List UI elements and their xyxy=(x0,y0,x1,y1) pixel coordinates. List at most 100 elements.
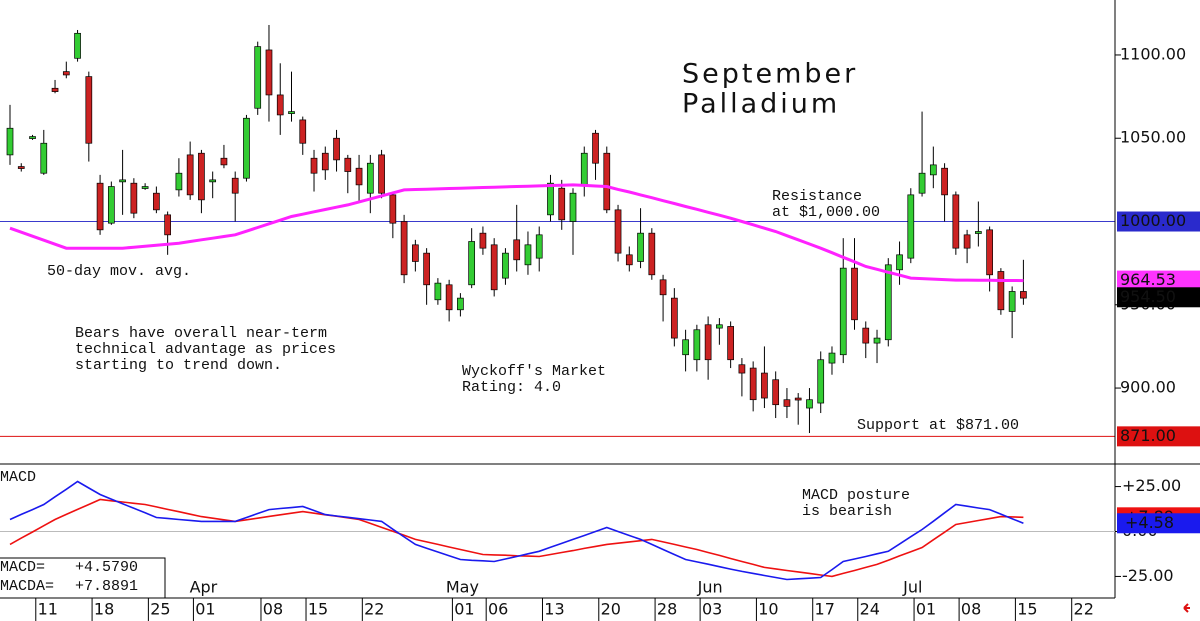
candle-body xyxy=(502,252,509,279)
candle-body xyxy=(929,164,937,176)
annotation: is bearish xyxy=(802,503,892,520)
candle-body xyxy=(490,244,498,291)
readout-label: MACDA= xyxy=(0,578,54,595)
x-tick-label: 15 xyxy=(1017,600,1037,619)
x-tick-label: 06 xyxy=(488,600,508,619)
candle-body xyxy=(389,194,397,224)
candle-body xyxy=(130,182,138,214)
candle-body xyxy=(986,229,993,276)
macd-box xyxy=(1117,513,1200,534)
candle-body xyxy=(85,76,93,144)
candle-body xyxy=(164,214,171,236)
annotation: starting to trend down. xyxy=(75,357,282,374)
readout-value: +7.8891 xyxy=(75,578,138,595)
candle-body xyxy=(648,232,656,276)
candle-body xyxy=(355,167,363,186)
candle-body xyxy=(468,241,476,286)
candle-body xyxy=(603,152,611,211)
candle-body xyxy=(716,324,723,329)
candle-body xyxy=(828,352,836,364)
candle-body xyxy=(153,192,160,211)
candle-body xyxy=(670,297,678,339)
candle-body xyxy=(975,231,982,234)
macd-box-label: +4.58 xyxy=(1125,513,1174,532)
candle-body xyxy=(423,252,430,286)
candle-body xyxy=(479,232,487,249)
price-box-label: 954.50 xyxy=(1120,287,1176,306)
candle-body xyxy=(74,32,81,59)
candle-body xyxy=(40,142,48,174)
x-tick-label: 03 xyxy=(702,600,722,619)
x-tick-label: 10 xyxy=(758,600,778,619)
candle-body xyxy=(29,136,36,139)
x-tick-label: 24 xyxy=(860,600,880,619)
annotation: MACD posture xyxy=(802,487,910,504)
price-box-label: 1000.00 xyxy=(1120,211,1186,230)
annotation: Rating: 4.0 xyxy=(462,379,561,396)
candle-body xyxy=(220,157,228,166)
candle-body xyxy=(693,329,701,361)
candle-body xyxy=(806,399,813,409)
candle-body xyxy=(434,282,442,301)
x-tick-label: 18 xyxy=(94,600,114,619)
x-tick-label: 28 xyxy=(657,600,677,619)
candle-body xyxy=(1020,291,1027,299)
candle-body xyxy=(310,157,318,174)
month-label: May xyxy=(446,578,479,597)
candle-body xyxy=(344,157,352,172)
candle-body xyxy=(119,179,126,183)
candle-body xyxy=(62,71,70,76)
candle-body xyxy=(817,359,825,404)
candle-body xyxy=(794,397,802,401)
candle-body xyxy=(907,194,915,259)
candle-body xyxy=(918,172,926,194)
month-label: Jul xyxy=(902,578,922,597)
candle-body xyxy=(299,119,307,144)
price-box-label: 964.53 xyxy=(1120,270,1176,289)
annotation: Bears have overall near-term xyxy=(75,325,327,342)
candle-body xyxy=(963,234,971,249)
candle-body xyxy=(445,284,453,311)
x-tick-label: 20 xyxy=(601,600,621,619)
candle-body xyxy=(614,209,622,254)
y-tick-label: -25.00 xyxy=(1122,566,1174,585)
x-tick-label: 01 xyxy=(916,600,936,619)
y-tick-label: +25.00 xyxy=(1122,476,1181,495)
candle-body xyxy=(704,324,712,361)
candle-body xyxy=(186,154,194,196)
candle-body xyxy=(243,117,250,179)
x-tick-label: 17 xyxy=(815,600,835,619)
macd-line xyxy=(9,480,1024,581)
x-tick-label: 22 xyxy=(1074,600,1094,619)
annotation: at $1,000.00 xyxy=(772,204,880,221)
candle-body xyxy=(851,267,858,321)
price-box-label: 871.00 xyxy=(1120,426,1176,445)
x-tick-label: 13 xyxy=(544,600,564,619)
candle-body xyxy=(997,271,1005,311)
price-box xyxy=(1117,211,1200,232)
x-tick-label: 01 xyxy=(454,600,474,619)
candle-body xyxy=(738,364,746,374)
price-box xyxy=(1117,287,1200,308)
candle-body xyxy=(254,46,262,109)
candle-body xyxy=(896,254,903,271)
candle-body xyxy=(839,267,847,356)
candle-body xyxy=(952,194,960,249)
annotation: technical advantage as prices xyxy=(75,341,336,358)
x-tick-label: 01 xyxy=(195,600,215,619)
candle-body xyxy=(457,297,464,311)
candle-body xyxy=(625,254,633,266)
candle-body xyxy=(884,264,892,341)
candle-body xyxy=(198,152,205,201)
readout-value: +4.5790 xyxy=(75,559,138,576)
back-arrow[interactable] xyxy=(1183,603,1190,613)
candle-body xyxy=(727,326,734,361)
candle-body xyxy=(524,244,532,266)
candle-body xyxy=(107,186,115,224)
y-tick-label: 1050.00 xyxy=(1120,128,1186,147)
candle-body xyxy=(535,234,543,259)
annotation: Support at $871.00 xyxy=(857,417,1019,434)
candle-body xyxy=(231,177,239,194)
candle-body xyxy=(17,166,25,169)
